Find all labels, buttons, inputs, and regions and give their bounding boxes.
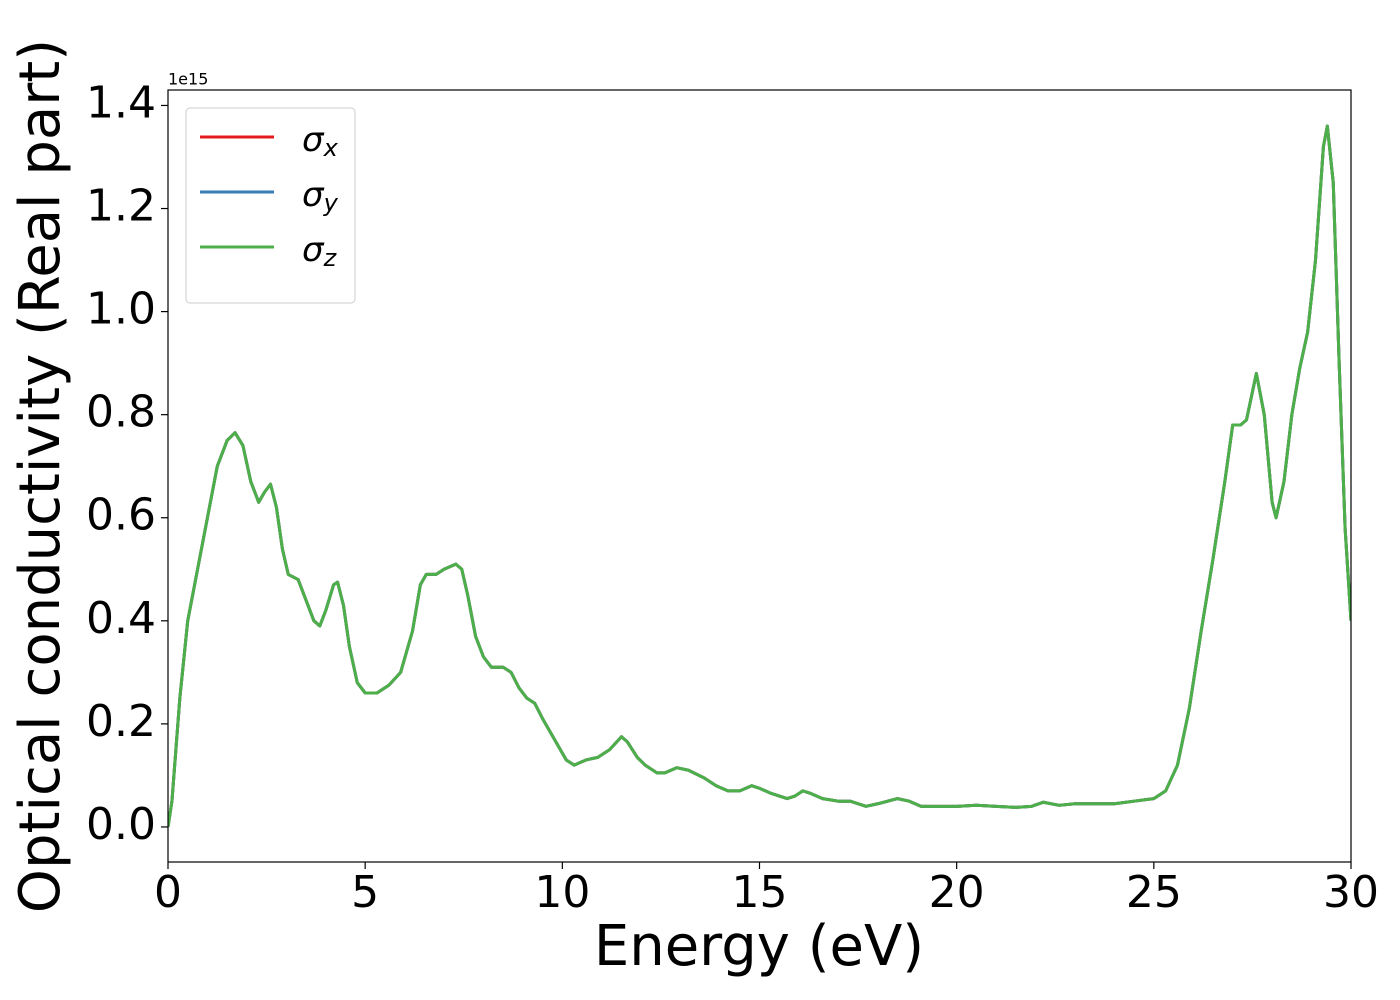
x-tick-label: 15 <box>732 867 788 918</box>
x-tick-label: 0 <box>154 867 182 918</box>
y-tick-label: 1.4 <box>86 77 156 128</box>
legend-box <box>185 107 356 304</box>
legend-label: σx <box>302 120 339 163</box>
x-tick-label: 5 <box>351 867 379 918</box>
y-tick-label: 1.2 <box>86 181 156 232</box>
legend-label: σz <box>302 230 338 273</box>
offset-text: 1e15 <box>168 70 208 89</box>
y-tick-label: 0.0 <box>86 799 156 850</box>
legend-label: σy <box>302 175 339 218</box>
x-tick-label: 25 <box>1126 867 1182 918</box>
y-tick-label: 0.2 <box>86 696 156 747</box>
series-line <box>168 124 1351 828</box>
y-tick-label: 0.4 <box>86 593 156 644</box>
y-tick-label: 0.6 <box>86 490 156 541</box>
x-axis-label: Energy (eV) <box>594 914 924 979</box>
x-tick-label: 10 <box>534 867 590 918</box>
y-tick-label: 1.0 <box>86 284 156 335</box>
y-tick-label: 0.8 <box>86 387 156 438</box>
y-axis-label: Optical conductivity (Real part) <box>8 39 73 913</box>
x-tick-label: 20 <box>929 867 985 918</box>
x-tick-label: 30 <box>1323 867 1379 918</box>
